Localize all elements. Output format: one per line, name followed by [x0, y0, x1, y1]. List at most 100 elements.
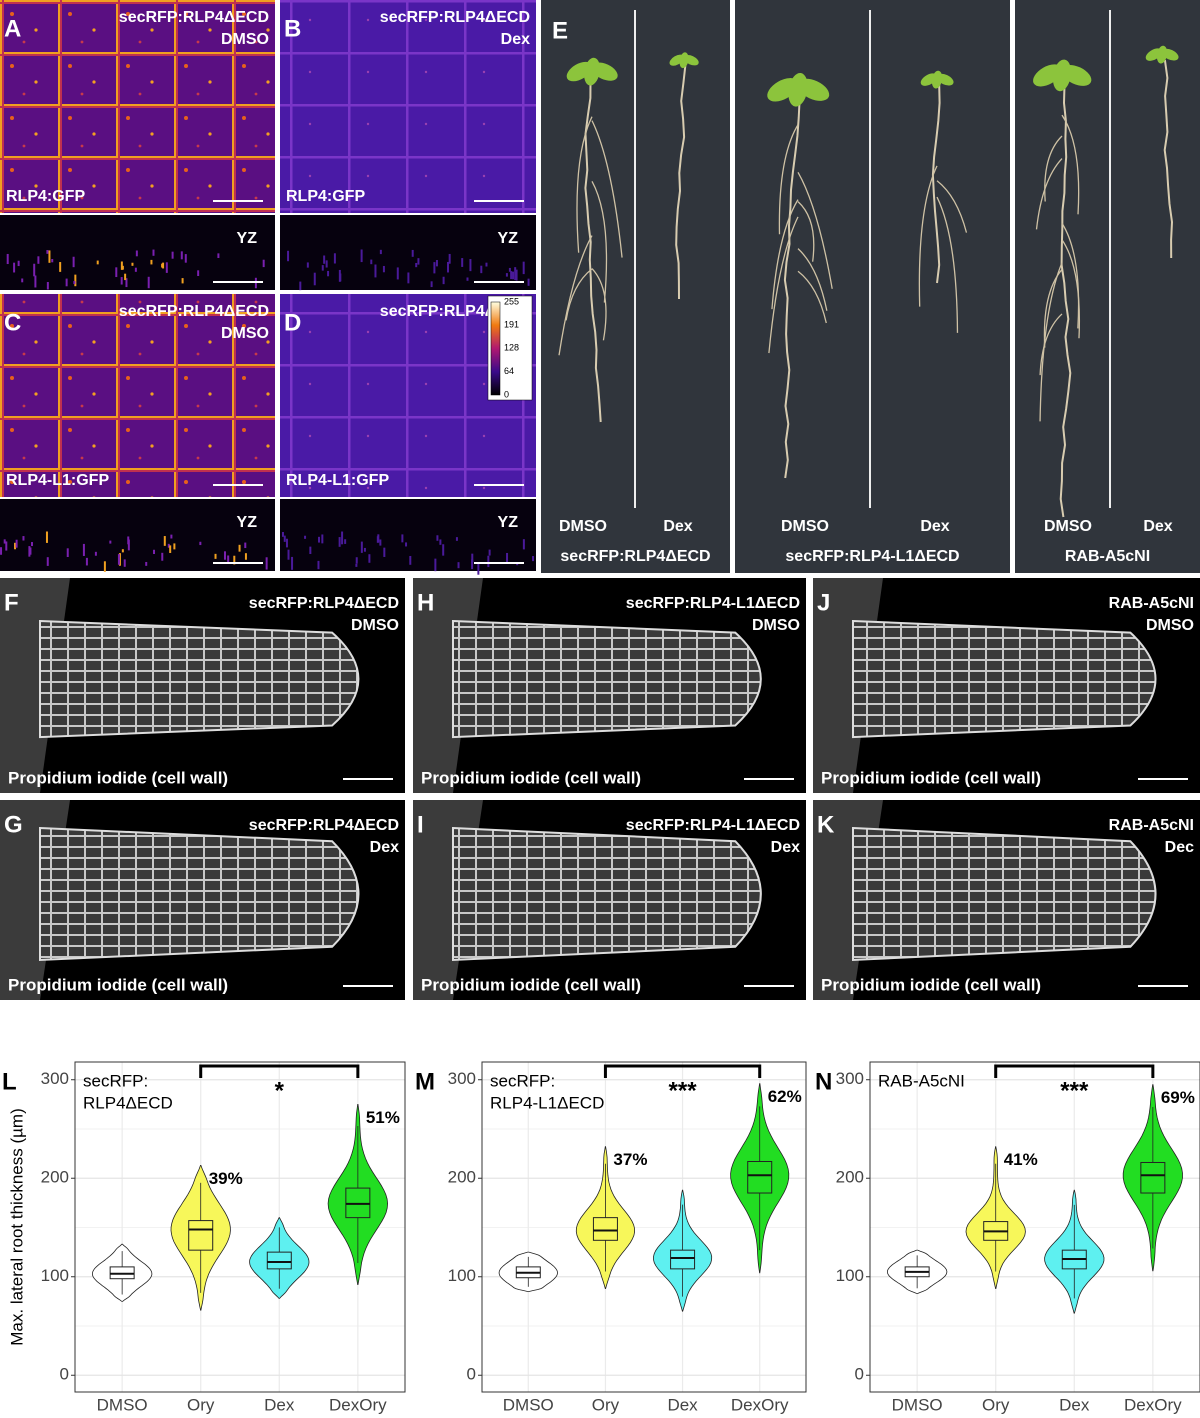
y-tick-label: 200	[41, 1168, 69, 1187]
yz-image	[280, 499, 536, 571]
panel-treatment: Dec	[1165, 839, 1194, 856]
x-tick-label: Ory	[592, 1395, 620, 1414]
yz-signal	[322, 265, 324, 271]
yz-signal	[185, 254, 187, 263]
yz-signal	[449, 254, 451, 264]
yz-signal	[7, 254, 9, 264]
yz-signal	[364, 548, 366, 552]
box	[671, 1250, 695, 1269]
panel-title: RAB-A5cNI	[1109, 595, 1194, 612]
yz-signal	[150, 260, 152, 265]
panel-letter: N	[815, 1068, 832, 1095]
yz-signal	[266, 557, 268, 569]
panel-letter: E	[552, 17, 568, 44]
yz-signal	[47, 557, 49, 566]
yz-signal	[323, 256, 325, 264]
yz-signal	[523, 262, 525, 274]
yz-signal	[86, 558, 88, 566]
yz-signal	[510, 271, 512, 279]
yz-signal	[182, 278, 184, 283]
yz-signal	[361, 542, 363, 553]
percent-label: 39%	[209, 1169, 243, 1188]
yz-signal	[28, 546, 30, 557]
panel-caption: Propidium iodide (cell wall)	[8, 768, 228, 787]
yz-signal	[164, 536, 166, 546]
yz-signal	[59, 262, 61, 272]
yz-signal	[368, 554, 370, 563]
panel-treatment: DMSO	[1146, 617, 1194, 634]
yz-signal	[121, 277, 123, 285]
panel-treatment: DMSO	[752, 617, 800, 634]
panel-caption: Propidium iodide (cell wall)	[421, 975, 641, 994]
yz-signal	[397, 267, 399, 279]
y-tick-label: 0	[467, 1365, 476, 1384]
yz-signal	[83, 544, 85, 556]
yz-signal	[284, 536, 286, 542]
x-tick-label: Dex	[1059, 1395, 1090, 1414]
yz-signal	[334, 253, 336, 263]
yz-signal	[22, 536, 24, 540]
line-label: RAB-A5cNI	[1065, 548, 1150, 565]
yz-signal	[152, 250, 154, 256]
yz-signal	[442, 544, 444, 555]
yz-signal	[409, 556, 411, 565]
yz-label: YZ	[498, 514, 519, 531]
yz-signal	[383, 266, 385, 272]
colorbar-tick-label: 191	[504, 320, 519, 330]
group-gap	[730, 0, 735, 573]
x-tick-label: DexOry	[1124, 1395, 1182, 1414]
y-tick-label: 300	[836, 1069, 864, 1088]
yz-signal	[477, 563, 479, 575]
percent-label: 37%	[613, 1150, 647, 1169]
yz-signal	[344, 539, 346, 544]
yz-signal	[47, 282, 49, 289]
yz-signal	[245, 553, 247, 560]
x-tick-label: Ory	[187, 1395, 215, 1414]
y-tick-label: 300	[448, 1069, 476, 1088]
micro-image	[280, 0, 536, 213]
yz-signal	[73, 281, 75, 284]
yz-signal	[523, 539, 525, 549]
yz-signal	[401, 534, 403, 542]
yz-signal	[304, 536, 306, 539]
yz-signal	[97, 261, 99, 265]
yz-signal	[480, 266, 482, 273]
significance-label: *	[275, 1077, 285, 1104]
yz-signal	[458, 562, 460, 568]
yz-signal	[291, 557, 293, 570]
chart-subtitle: RLP4-L1ΔECD	[490, 1093, 604, 1112]
panel-treatment: DMSO	[351, 617, 399, 634]
yz-signal	[153, 550, 155, 554]
yz-signal	[405, 542, 407, 546]
panel-title: secRFP:RLP4ΔECD	[119, 9, 269, 26]
yz-signal	[528, 279, 530, 286]
yz-signal	[339, 270, 341, 282]
yz-signal	[173, 543, 175, 549]
yz-signal	[124, 274, 126, 280]
treatment-label: Dex	[1143, 518, 1172, 535]
yz-signal	[244, 543, 246, 548]
x-tick-label: DMSO	[97, 1395, 148, 1414]
yz-signal	[317, 561, 319, 569]
yz-signal	[417, 258, 419, 264]
yz-signal	[374, 265, 376, 278]
x-tick-label: DexOry	[731, 1395, 789, 1414]
panel-treatment: Dex	[771, 839, 800, 856]
yz-signal	[286, 539, 288, 548]
yz-signal	[361, 249, 363, 262]
box	[748, 1161, 772, 1193]
line-label: secRFP:RLP4-L1ΔECD	[785, 548, 959, 565]
panel-title: secRFP:RLP4-L1ΔECD	[626, 817, 800, 834]
yz-signal	[299, 282, 301, 291]
lateral-root	[453, 828, 761, 960]
panel-letter: L	[2, 1068, 17, 1095]
y-tick-label: 100	[448, 1266, 476, 1285]
yz-signal	[471, 554, 473, 563]
panel-caption: Propidium iodide (cell wall)	[821, 768, 1041, 787]
page: AsecRFP:RLP4ΔECDDMSORLP4:GFPYZBsecRFP:RL…	[0, 0, 1200, 1418]
panel-title: secRFP:RLP4ΔECD	[119, 303, 269, 320]
yz-signal	[148, 277, 150, 288]
box	[189, 1221, 213, 1251]
percent-label: 69%	[1161, 1088, 1195, 1107]
y-tick-label: 100	[836, 1266, 864, 1285]
